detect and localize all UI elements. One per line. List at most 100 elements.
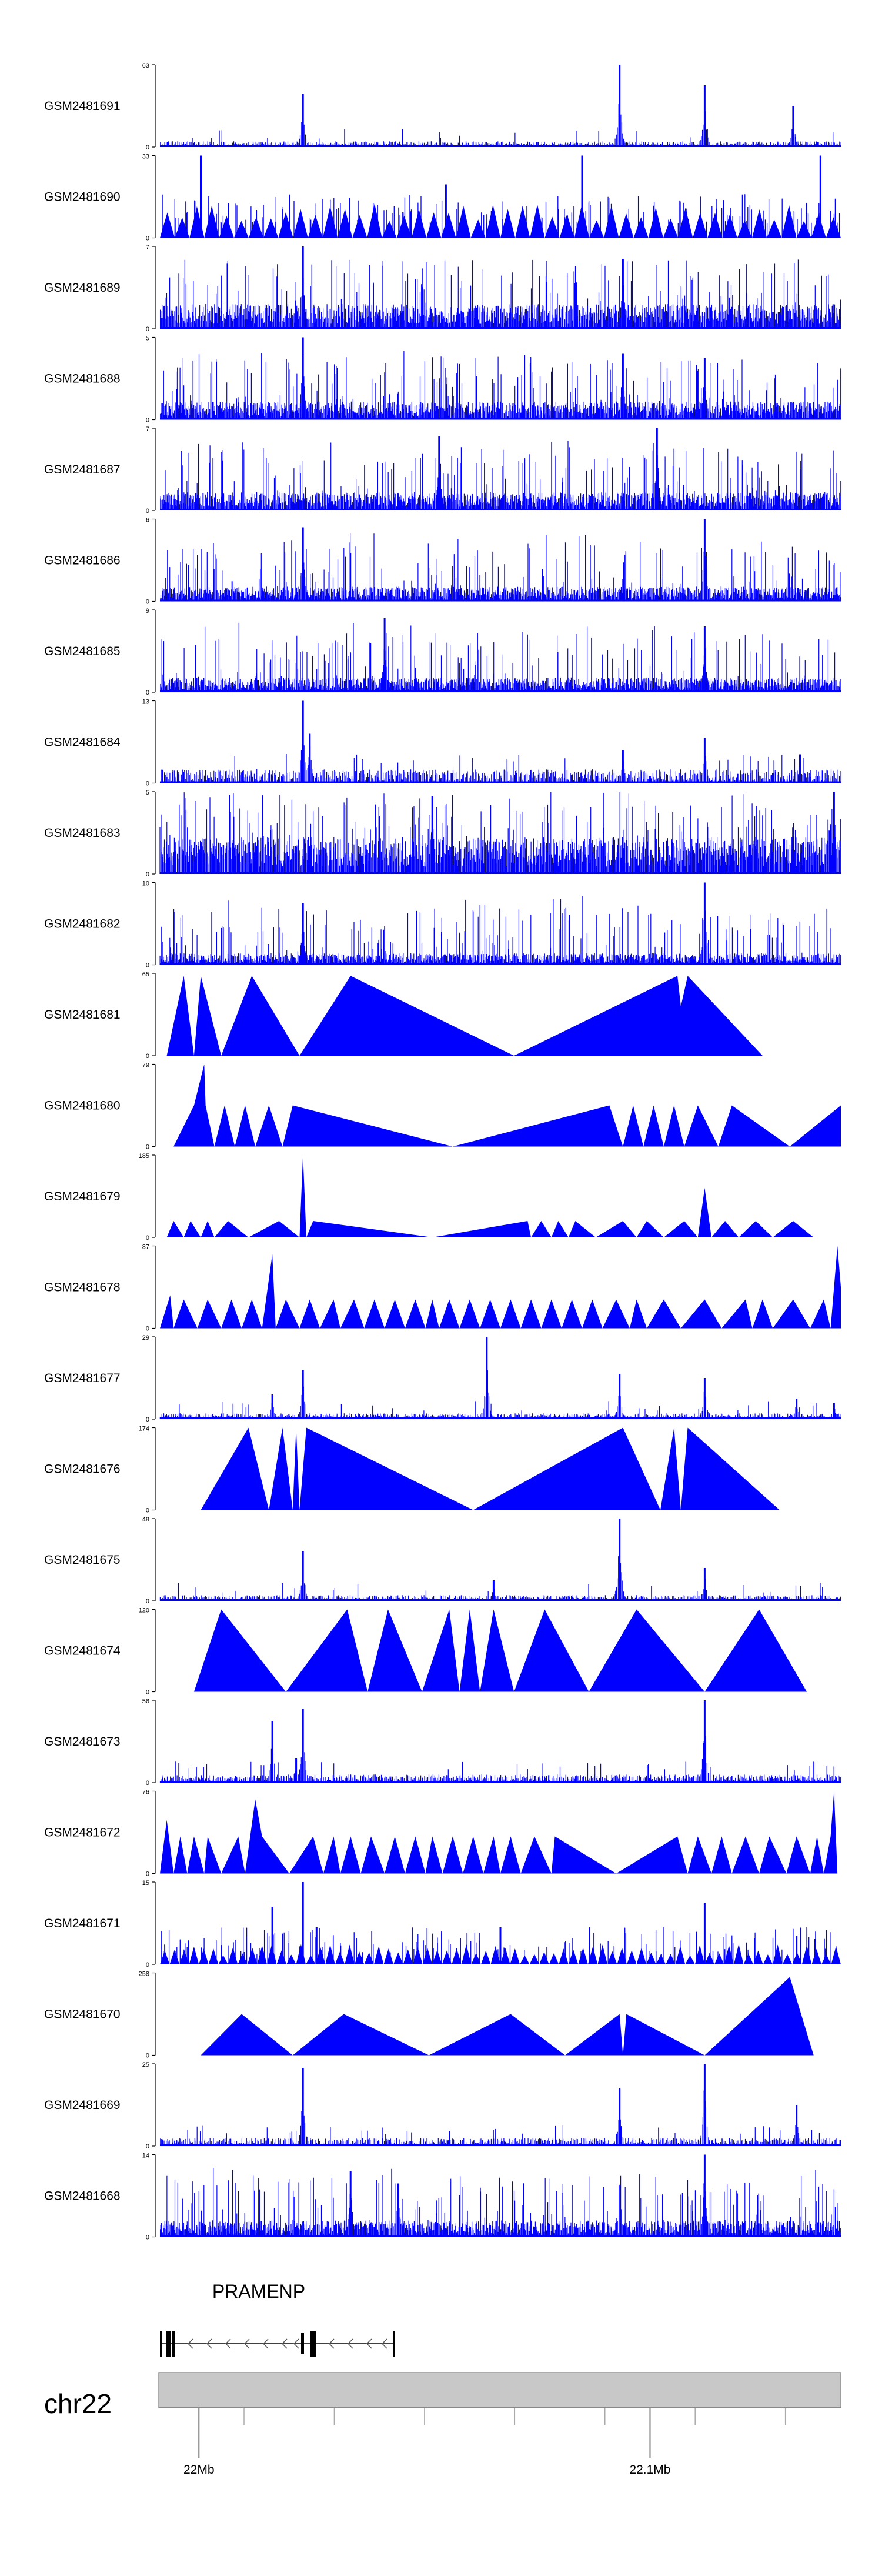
gene-model: PRAMENP (160, 2281, 395, 2357)
y-max-label: 9 (146, 608, 149, 615)
signal-bars (159, 792, 841, 874)
signal-area (160, 1246, 841, 1329)
signal-area (160, 203, 841, 238)
gene-label: PRAMENP (212, 2281, 305, 2302)
signal-bars (161, 707, 841, 783)
y-max-label: 48 (142, 1516, 149, 1523)
signal-peaks (349, 2154, 706, 2237)
track-label: GSM2481677 (44, 1372, 121, 1385)
strand-arrow-icon (187, 2338, 193, 2349)
track-label: GSM2481673 (44, 1735, 121, 1749)
y-max-label: 25 (142, 2061, 149, 2068)
chromosome-label: chr22 (44, 2388, 112, 2419)
signal-peaks (302, 2064, 798, 2146)
track-GSM2481670: GSM2481670 258 0 (44, 1971, 814, 2060)
y-max-label: 13 (142, 699, 149, 706)
track-label: GSM2481691 (44, 99, 121, 113)
signal-peaks (200, 155, 821, 238)
track-label: GSM2481684 (44, 736, 121, 749)
tracks: GSM2481691630GSM2481690330GSM248168970GS… (44, 62, 841, 2241)
strand-arrow-icon (243, 2338, 250, 2349)
track-label: GSM2481678 (44, 1281, 121, 1294)
y-max-label: 65 (142, 971, 149, 978)
signal-baseline (160, 145, 841, 147)
signal-bars (159, 1716, 841, 1783)
track-label: GSM2481685 (44, 645, 121, 658)
track-label: GSM2481680 (44, 1099, 121, 1113)
chromosome-axis: chr22 22Mb 22.1Mb (44, 2372, 841, 2477)
signal-peaks (431, 792, 835, 874)
track-label: GSM2481681 (44, 1008, 121, 1022)
track-GSM2481681: GSM2481681 65 0 (44, 971, 763, 1060)
y-max-label: 14 (142, 2153, 149, 2160)
signal-bars (160, 259, 841, 329)
track-label: GSM2481671 (44, 1917, 121, 1930)
track-label: GSM2481690 (44, 191, 121, 204)
track-label: GSM2481669 (44, 2098, 121, 2112)
y-zero-label: 0 (146, 689, 149, 696)
y-max-label: 56 (142, 1698, 149, 1705)
track-GSM2481691: GSM2481691 63 0 (44, 62, 841, 151)
signal-bars (160, 438, 841, 510)
signal-bars (160, 622, 841, 692)
track-label: GSM2481687 (44, 463, 121, 476)
y-zero-label: 0 (146, 1507, 149, 1514)
track-label: GSM2481679 (44, 1190, 121, 1203)
y-max-label: 258 (139, 1971, 149, 1978)
y-zero-label: 0 (146, 1689, 149, 1696)
y-zero-label: 0 (146, 326, 149, 333)
y-max-label: 10 (142, 880, 149, 887)
y-zero-label: 0 (146, 871, 149, 878)
signal-bars (160, 92, 841, 147)
y-zero-label: 0 (146, 1961, 149, 1968)
track-GSM2481678: GSM2481678 87 0 (44, 1244, 841, 1333)
gene-exon (166, 2331, 171, 2357)
y-max-label: 7 (146, 426, 149, 433)
y-zero-label: 0 (146, 1053, 149, 1060)
signal-bars (160, 2161, 841, 2237)
signal-peaks (302, 519, 706, 602)
signal-bars (160, 533, 841, 602)
y-max-label: 120 (139, 1607, 149, 1614)
y-zero-label: 0 (146, 235, 149, 242)
signal-area (160, 1791, 838, 1874)
track-GSM2481688: GSM2481688 5 0 (44, 335, 841, 424)
track-GSM2481687: GSM2481687 7 0 (44, 426, 841, 515)
y-max-label: 29 (142, 1334, 149, 1342)
strand-arrow-icon (366, 2338, 372, 2349)
track-label: GSM2481672 (44, 1826, 121, 1840)
y-zero-label: 0 (146, 1871, 149, 1878)
strand-arrow-icon (328, 2338, 335, 2349)
track-label: GSM2481682 (44, 917, 121, 931)
gene-exon (393, 2331, 395, 2357)
y-max-label: 15 (142, 1880, 149, 1887)
track-GSM2481685: GSM2481685 9 0 (44, 608, 841, 696)
track-label: GSM2481674 (44, 1644, 121, 1658)
track-GSM2481682: GSM2481682 10 0 (44, 880, 841, 969)
signal-area (193, 1609, 807, 1692)
signal-area (160, 1944, 841, 1964)
signal-peaks (383, 618, 706, 692)
signal-peaks (271, 1337, 835, 1419)
signal-area (166, 1155, 814, 1237)
y-zero-label: 0 (146, 1326, 149, 1333)
chromosome-band (158, 2372, 841, 2408)
y-zero-label: 0 (146, 1234, 149, 1242)
gene-exon (172, 2331, 175, 2357)
y-zero-label: 0 (146, 2143, 149, 2150)
signal-peaks (271, 1882, 798, 1964)
track-label: GSM2481683 (44, 826, 121, 840)
signal-spikes (161, 1927, 837, 1964)
signal-area (201, 1977, 814, 2056)
strand-arrow-icon (281, 2338, 288, 2349)
strand-arrow-icon (262, 2338, 269, 2349)
y-max-label: 7 (146, 244, 149, 251)
signal-bars (159, 1350, 841, 1419)
signal-peaks (302, 246, 624, 329)
signal-peaks (302, 882, 706, 965)
y-max-label: 76 (142, 1789, 149, 1796)
y-zero-label: 0 (146, 1144, 149, 1151)
strand-arrow-icon (293, 2338, 299, 2349)
track-GSM2481668: GSM2481668 14 0 (44, 2153, 841, 2241)
signal-area (166, 976, 763, 1056)
